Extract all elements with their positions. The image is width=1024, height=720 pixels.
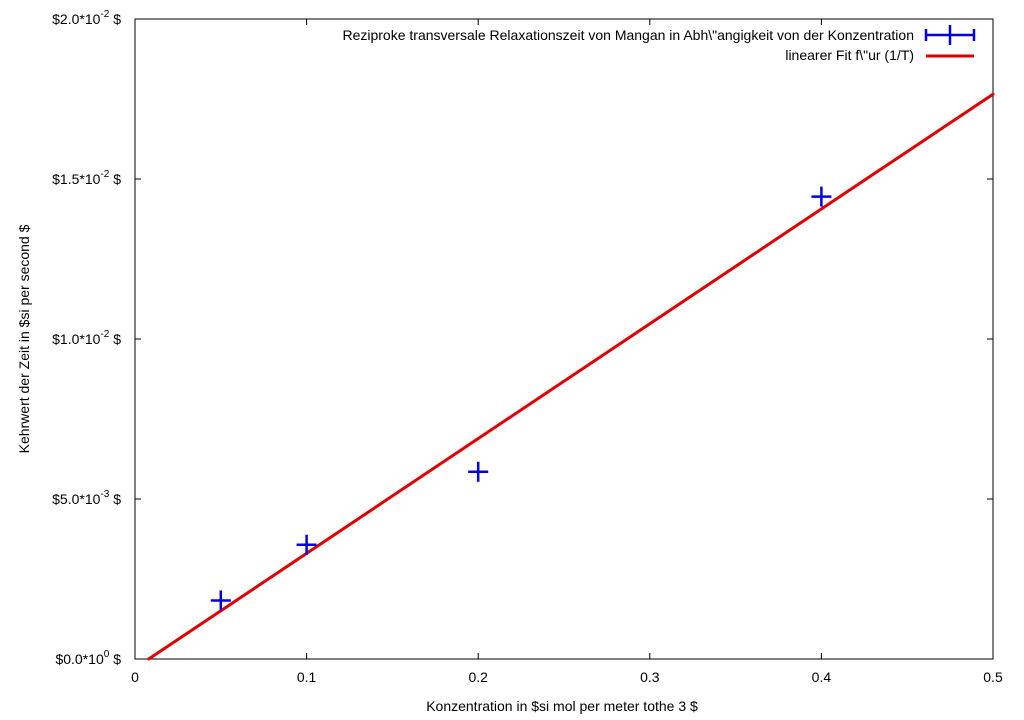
plot-frame (134, 18, 994, 660)
y-tick-label: $0.0*100 $ (55, 649, 121, 667)
legend-sample-data (924, 25, 976, 45)
x-tick-label: 0.2 (468, 669, 488, 685)
y-tick-label: $1.0*10-2 $ (52, 329, 121, 347)
fit-line (147, 92, 995, 661)
data-point (468, 461, 489, 482)
x-axis-title: Konzentration in $si mol per meter tothe… (426, 698, 698, 714)
y-tick-label: $2.0*10-2 $ (52, 9, 121, 27)
legend-label-data: Reziproke transversale Relaxationszeit v… (342, 27, 914, 43)
x-tick-label: 0 (131, 669, 139, 685)
x-tick-label: 0.3 (640, 669, 660, 685)
x-tick-label: 0.5 (983, 669, 1003, 685)
data-point (296, 534, 317, 555)
data-points-group (210, 186, 832, 611)
fit-line-group (147, 92, 995, 661)
data-point (811, 186, 832, 207)
y-axis-title: Kehrwert der Zeit in $si per second $ (16, 224, 32, 453)
axis-ticks: 0 0.1 0.2 0.3 0.4 0.5 $0.0*100 $ $5.0*10-3 $ $1.… (52, 9, 1003, 685)
y-tick-label: $1.5*10-2 $ (52, 169, 121, 187)
legend: Reziproke transversale Relaxationszeit v… (342, 25, 976, 63)
data-point (210, 590, 231, 611)
legend-label-fit: linearer Fit f\"ur (1/T) (785, 47, 914, 63)
y-tick-label: $5.0*10-3 $ (52, 489, 121, 507)
x-tick-label: 0.4 (812, 669, 832, 685)
x-tick-label: 0.1 (297, 669, 317, 685)
